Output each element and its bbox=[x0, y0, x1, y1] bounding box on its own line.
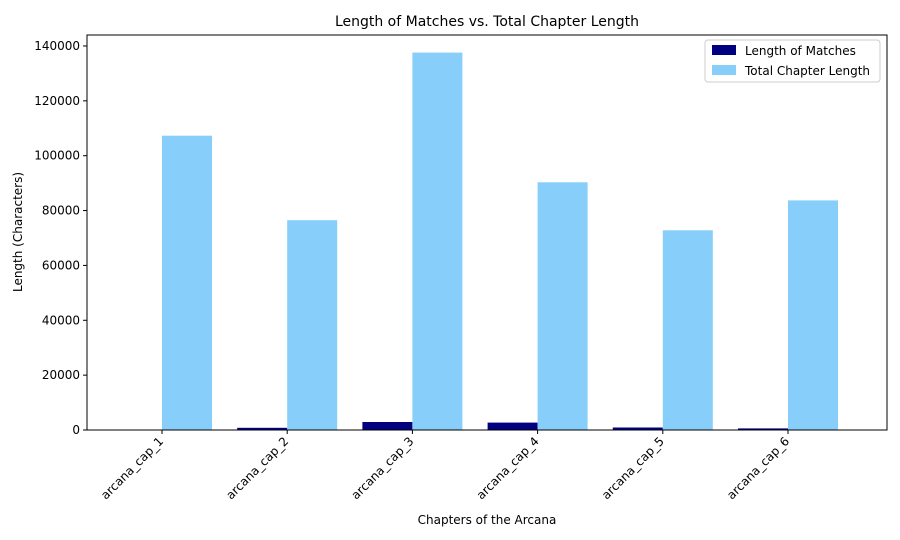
bar-matches-arcana_cap_3 bbox=[362, 422, 413, 430]
x-axis: arcana_cap_1 arcana_cap_2 arcana_cap_3 arca… bbox=[98, 430, 792, 502]
plot-frame bbox=[86, 34, 888, 431]
y-axis-title: Length (Characters) bbox=[11, 172, 25, 292]
y-tick-label: 0 bbox=[72, 423, 80, 437]
bar-matches-arcana_cap_5 bbox=[612, 427, 663, 430]
y-tick-label: 20000 bbox=[42, 368, 80, 382]
x-tick-label-arcana_cap_5: arcana_cap_5 bbox=[599, 434, 667, 502]
y-tick-label: 80000 bbox=[42, 204, 80, 218]
legend-label-total: Total Chapter Length bbox=[744, 64, 870, 78]
bar-total-arcana_cap_4 bbox=[537, 182, 588, 430]
y-axis: 0 20000 40000 60000 80000 100000 120000 140000 bbox=[34, 39, 87, 437]
x-tick-label-arcana_cap_1: arcana_cap_1 bbox=[98, 434, 166, 502]
bar-matches-arcana_cap_2 bbox=[237, 427, 288, 430]
bars-group bbox=[112, 52, 838, 430]
bar-total-arcana_cap_2 bbox=[287, 220, 338, 430]
x-tick-label-arcana_cap_4: arcana_cap_4 bbox=[474, 434, 542, 502]
legend-box bbox=[704, 39, 881, 83]
y-tick-label: 60000 bbox=[42, 258, 80, 272]
chart-title: Length of Matches vs. Total Chapter Leng… bbox=[335, 14, 639, 30]
y-tick-label: 120000 bbox=[34, 94, 80, 108]
x-axis-title: Chapters of the Arcana bbox=[418, 513, 557, 527]
legend-swatch-total bbox=[712, 65, 736, 75]
x-tick-label-arcana_cap_2: arcana_cap_2 bbox=[223, 434, 291, 502]
bar-matches-arcana_cap_4 bbox=[487, 422, 538, 430]
y-tick-label: 100000 bbox=[34, 149, 80, 163]
bar-total-arcana_cap_1 bbox=[162, 135, 212, 430]
legend: Length of Matches Total Chapter Length bbox=[704, 39, 881, 83]
legend-swatch-matches bbox=[712, 45, 736, 55]
legend-label-matches: Length of Matches bbox=[745, 44, 856, 58]
y-tick-label: 140000 bbox=[34, 39, 80, 53]
y-tick-label: 40000 bbox=[42, 313, 80, 327]
x-tick-label-arcana_cap_6: arcana_cap_6 bbox=[724, 434, 792, 502]
bar-total-arcana_cap_3 bbox=[412, 52, 463, 430]
x-tick-label-arcana_cap_3: arcana_cap_3 bbox=[349, 434, 417, 502]
bar-matches-arcana_cap_6 bbox=[738, 428, 788, 430]
bar-total-arcana_cap_6 bbox=[788, 200, 838, 430]
bar-total-arcana_cap_5 bbox=[662, 230, 713, 430]
